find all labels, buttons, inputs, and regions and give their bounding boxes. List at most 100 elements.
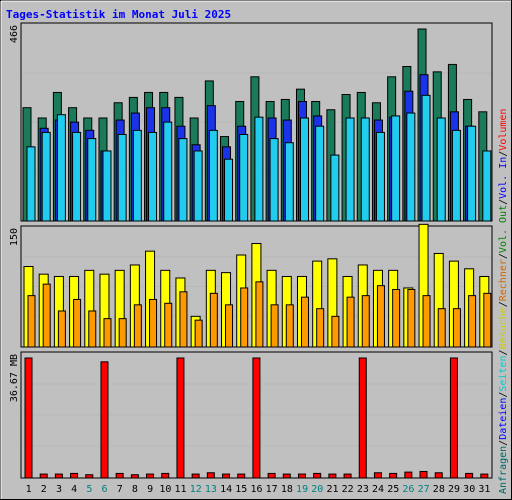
chart-title: Tages-Statistik im Monat Juli 2025 [6, 8, 231, 21]
bar-seiten-day-20 [315, 125, 325, 222]
ymax-label-volume: 36.67 MB [9, 354, 20, 402]
bar-volumen-day-22 [343, 473, 352, 479]
bar-rechner-day-6 [103, 318, 112, 348]
bar-volumen-day-31 [480, 473, 489, 479]
bar-rechner-day-19 [300, 296, 309, 348]
bar-rechner-day-13 [209, 292, 218, 348]
bar-rechner-day-26 [407, 289, 416, 348]
day-label-30: 30 [463, 484, 475, 495]
bar-volumen-day-16 [252, 357, 261, 479]
bar-seiten-day-3 [56, 114, 66, 222]
bar-rechner-day-1 [27, 295, 36, 348]
bar-seiten-day-4 [72, 131, 82, 222]
bar-volumen-day-9 [146, 473, 155, 479]
bar-seiten-day-7 [117, 133, 127, 222]
day-label-2: 2 [41, 484, 47, 495]
bar-volumen-day-30 [465, 472, 474, 479]
bar-rechner-day-4 [73, 298, 82, 348]
bar-rechner-day-8 [133, 304, 142, 348]
bar-volumen-day-15 [237, 473, 246, 479]
day-label-10: 10 [159, 484, 171, 495]
day-label-8: 8 [132, 484, 138, 495]
bar-seiten-day-5 [87, 138, 97, 222]
bar-volumen-day-27 [419, 470, 428, 479]
day-label-3: 3 [56, 484, 62, 495]
bar-seiten-day-30 [467, 125, 477, 222]
day-label-15: 15 [235, 484, 247, 495]
bar-volumen-day-8 [130, 474, 139, 479]
day-label-19: 19 [296, 484, 308, 495]
bar-rechner-day-29 [452, 308, 461, 348]
bar-rechner-day-22 [346, 296, 355, 348]
day-label-13: 13 [205, 484, 217, 495]
bar-volumen-day-6 [100, 361, 109, 479]
legend-item-separator: / [498, 253, 509, 259]
bar-volumen-day-7 [115, 472, 124, 479]
bar-rechner-day-15 [240, 287, 249, 348]
day-label-12: 12 [190, 484, 202, 495]
bar-seiten-day-11 [178, 138, 188, 222]
bar-rechner-day-31 [483, 292, 492, 348]
bar-volumen-day-12 [191, 473, 200, 479]
day-label-6: 6 [102, 484, 108, 495]
bar-volumen-day-21 [328, 473, 337, 479]
bar-seiten-day-29 [451, 129, 461, 222]
bar-rechner-day-3 [57, 310, 66, 348]
bar-rechner-day-11 [179, 291, 188, 348]
bar-volumen-day-11 [176, 357, 185, 479]
ymax-label-visits: 150 [9, 228, 20, 246]
bar-volumen-day-14 [222, 473, 231, 479]
bar-seiten-day-19 [299, 117, 309, 222]
day-label-24: 24 [372, 484, 384, 495]
bar-rechner-day-18 [285, 304, 294, 348]
ymax-label-hits: 466 [9, 25, 20, 43]
bar-seiten-day-22 [345, 117, 355, 222]
bar-volumen-day-13 [206, 472, 215, 479]
legend-item-besuche: Besuche [498, 307, 509, 349]
bar-seiten-day-13 [208, 129, 218, 222]
day-label-23: 23 [357, 484, 369, 495]
bar-volumen-day-23 [358, 357, 367, 479]
bar-volumen-day-17 [267, 472, 276, 479]
legend-item-separator: / [498, 349, 509, 355]
bar-rechner-day-7 [118, 318, 127, 348]
bar-volumen-day-20 [313, 472, 322, 479]
day-label-16: 16 [250, 484, 262, 495]
bar-rechner-day-24 [376, 285, 385, 348]
bar-rechner-day-30 [468, 295, 477, 348]
legend-item-rechner: Rechner [498, 259, 509, 301]
bar-seiten-day-28 [436, 117, 446, 222]
bar-seiten-day-12 [193, 150, 203, 222]
bar-volumen-day-24 [373, 472, 382, 479]
day-label-17: 17 [266, 484, 278, 495]
bar-rechner-day-28 [437, 308, 446, 348]
legend-item-separator: / [498, 151, 509, 157]
day-label-22: 22 [342, 484, 354, 495]
bar-volumen-day-2 [39, 473, 48, 479]
bar-rechner-day-14 [225, 304, 234, 348]
day-label-21: 21 [326, 484, 338, 495]
bar-volumen-day-1 [24, 357, 33, 479]
bar-rechner-day-12 [194, 319, 203, 348]
bar-seiten-day-6 [102, 150, 112, 222]
bar-rechner-day-17 [270, 304, 279, 348]
bar-seiten-day-17 [269, 138, 279, 222]
bar-seiten-day-18 [284, 142, 294, 222]
bar-seiten-day-1 [26, 146, 36, 222]
legend-item-anfragen: Anfragen [498, 446, 509, 494]
legend-item-separator: / [498, 392, 509, 398]
bar-volumen-day-25 [389, 472, 398, 479]
day-label-9: 9 [147, 484, 153, 495]
bar-volumen-day-10 [161, 472, 170, 479]
legend-item-dateien: Dateien [498, 398, 509, 440]
bar-volumen-day-19 [297, 473, 306, 479]
bar-rechner-day-21 [331, 315, 340, 348]
legend-item-seiten: Seiten [498, 355, 509, 391]
day-label-25: 25 [387, 484, 399, 495]
bar-rechner-day-9 [149, 298, 158, 348]
day-label-27: 27 [418, 484, 430, 495]
bar-volumen-day-26 [404, 471, 413, 479]
right-legend: Anfragen/Dateien/Seiten/Besuche/Rechner/… [498, 109, 509, 494]
day-label-31: 31 [478, 484, 490, 495]
